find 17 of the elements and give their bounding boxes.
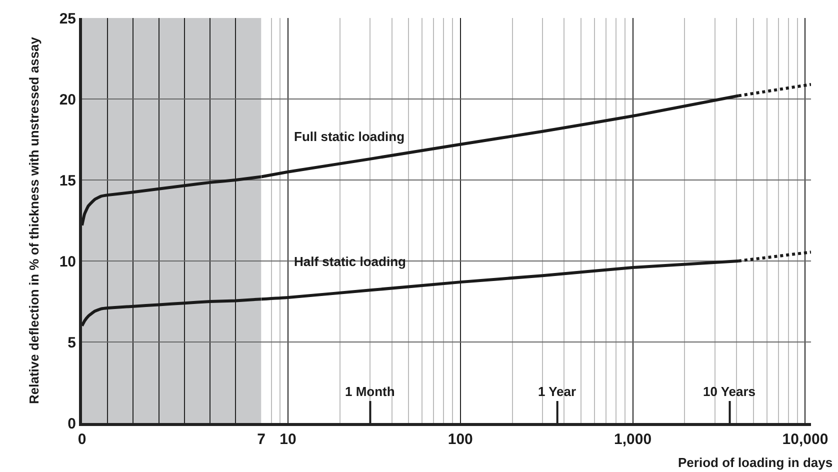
series-label: Full static loading xyxy=(294,129,405,144)
x-tick-label: 100 xyxy=(448,431,473,448)
y-tick-label: 20 xyxy=(59,91,76,108)
y-tick-label: 25 xyxy=(59,10,76,28)
y-tick-label: 0 xyxy=(68,415,76,432)
y-tick-label: 5 xyxy=(68,334,76,352)
x-axis-title: Period of loading in days xyxy=(678,455,833,470)
ref-line-label: 1 Month xyxy=(345,384,395,399)
y-tick-label: 15 xyxy=(59,172,76,190)
x-tick-label: 10,000 xyxy=(782,431,828,448)
x-tick-label: 1,000 xyxy=(614,431,652,448)
x-tick-label: 7 xyxy=(257,431,266,448)
y-tick-label: 10 xyxy=(59,253,76,270)
ref-line-label: 1 Year xyxy=(538,384,576,399)
x-tick-label: 10 xyxy=(280,431,296,448)
y-axis-title: Relative deflection in % of thickness with unstressed assay xyxy=(26,36,42,404)
ref-line-label: 10 Years xyxy=(703,384,756,399)
